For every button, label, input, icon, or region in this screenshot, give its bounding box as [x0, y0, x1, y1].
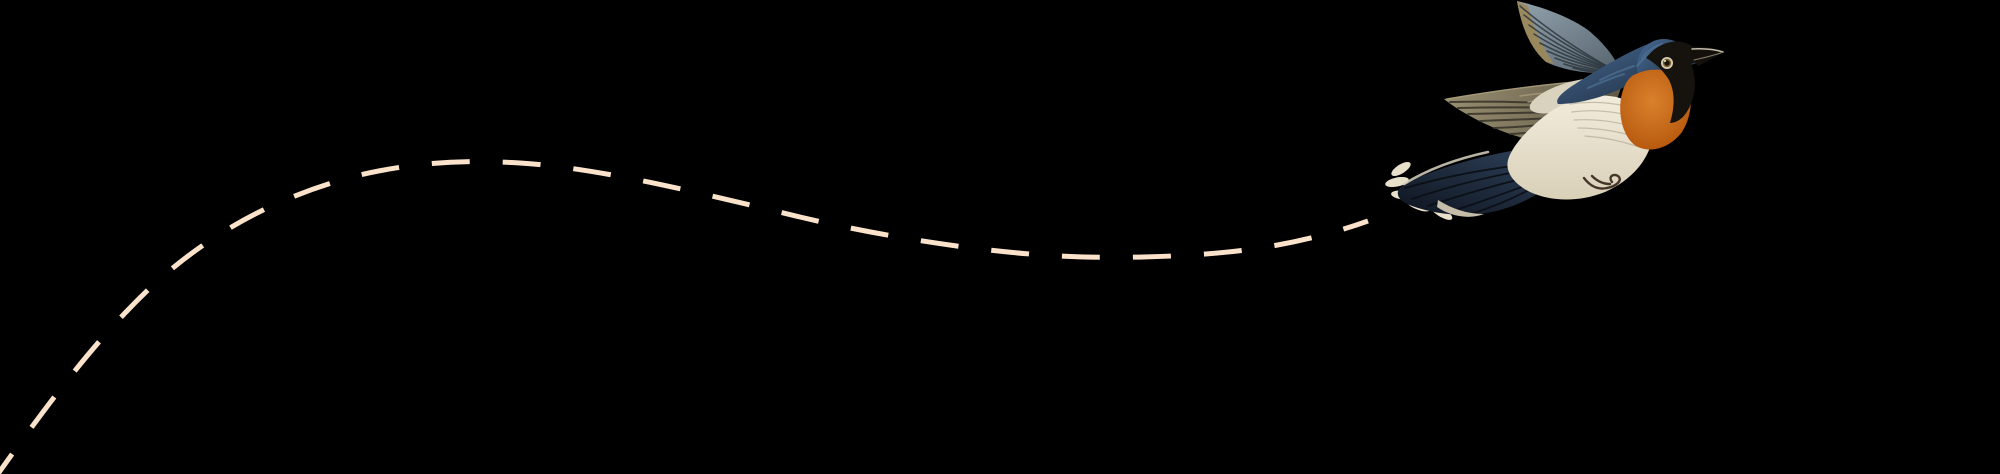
bird-illustration	[1385, 1, 1724, 220]
bird-wing-raised	[1517, 1, 1620, 74]
bird-head-cap	[1646, 41, 1699, 123]
flight-path-dashed	[0, 159, 1369, 474]
bird-eye	[1661, 57, 1673, 69]
bird-feet	[1582, 173, 1621, 190]
bird-beak	[1690, 46, 1724, 66]
